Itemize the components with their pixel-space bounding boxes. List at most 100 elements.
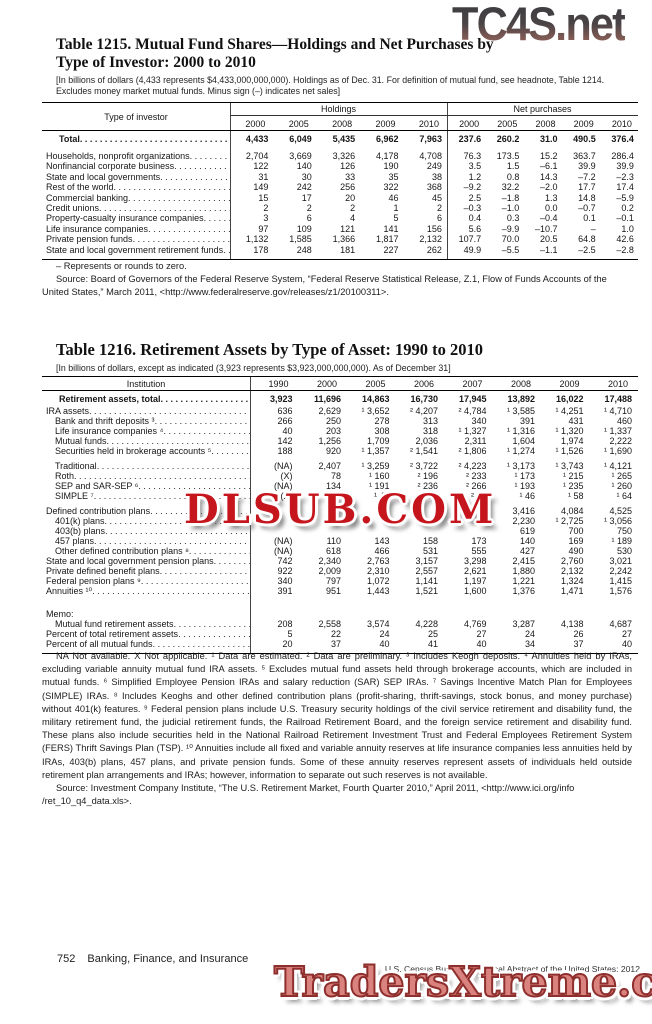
cell: 2,558 [318, 619, 341, 629]
cell: 140 [296, 161, 312, 172]
cell: 1,132 [245, 234, 269, 245]
cell: 17,945 [458, 394, 487, 404]
table-1216: Institution 1990 2000 2005 2006 2007 200… [42, 376, 638, 654]
cell: 20 [282, 639, 293, 649]
dot-leader [190, 151, 230, 161]
dot-leader [160, 172, 230, 182]
cell: 2 [436, 202, 442, 213]
cell: ¹ 215 [562, 471, 584, 481]
cell: 1,974 [560, 436, 584, 446]
cell: 38 [431, 171, 442, 182]
source-note: Source: Board of Governors of the Federa… [42, 274, 607, 298]
cell: ¹ 4,710 [603, 406, 632, 416]
cell: –9.9 [501, 223, 520, 234]
table-row: Percent of total retirement assets 5 22 24 2… [42, 629, 638, 639]
cell: –5.9 [616, 192, 634, 203]
census-credit-line: U.S. Census Bureau, Statistical Abstract… [384, 964, 640, 974]
cell: 391 [277, 586, 293, 596]
cell: 0.3 [506, 213, 520, 224]
year-header: 2007 [462, 379, 483, 389]
table-1216-headnote: [In billions of dollars, except as indic… [56, 363, 451, 373]
cell: 460 [616, 416, 632, 426]
zero-note: – Represents or rounds to zero. [56, 261, 187, 271]
cell: 2,132 [560, 566, 584, 576]
table-1215-title: Table 1215. Mutual Fund Shares—Holdings … [56, 36, 494, 72]
cell: 46 [388, 192, 399, 203]
cell: 427 [519, 546, 535, 556]
cell: (X) [280, 471, 293, 481]
cell: 39.9 [578, 161, 596, 172]
cell: 169 [568, 536, 584, 546]
cell: 1,366 [332, 234, 356, 245]
table-row: Federal pension plans ⁹ 340 797 1,072 1,141 1… [42, 576, 638, 586]
cell: 109 [296, 223, 312, 234]
table-1215-header: Type of investor Holdings Net purchases … [42, 103, 638, 131]
cell: –2.0 [539, 182, 558, 193]
cell: 742 [277, 556, 293, 566]
cell: 1.0 [621, 223, 634, 234]
cell: ¹ 3,056 [603, 516, 632, 526]
cell: 2,242 [609, 566, 632, 576]
table-row: Bank and thrift deposits ³ 266 250 278 313 34… [42, 416, 638, 426]
row-label: Property-casualty insurance companies [46, 213, 204, 224]
cell: 1,141 [415, 576, 438, 586]
table-row: Rest of the world 149 242 256 322 368 –9.2 32.2… [42, 182, 638, 192]
row-label: Roth [55, 471, 75, 481]
cell: 2 [350, 202, 356, 213]
cell: (NA) [274, 546, 293, 556]
dot-leader [214, 556, 250, 566]
table-row: Households, nonprofit organizations 2,704… [42, 151, 638, 161]
row-label: Federal pension plans ⁹ [46, 576, 141, 586]
cell: 190 [383, 161, 399, 172]
dot-leader [155, 416, 250, 426]
dot-leader [211, 446, 250, 456]
row-label: Households, nonprofit organizations [46, 151, 190, 161]
cell: 0.4 [468, 213, 482, 224]
cell: ¹ 191 [368, 481, 390, 491]
cell: 1,817 [376, 234, 399, 245]
dot-leader [74, 471, 250, 481]
cell: 3,669 [289, 151, 312, 161]
cell: 2,009 [318, 566, 341, 576]
table-row: Roth (X) 78 ¹ 160 ² 196 ² 233 ¹ 173 ¹ 215 ¹ 265 [42, 471, 638, 481]
cell: 1.2 [468, 171, 482, 182]
watermark-tradersxtreme: TradersXtreme.com [273, 957, 652, 1007]
row-label: SIMPLE ⁷ [55, 491, 94, 501]
row-label: Annuities ¹⁰ [46, 586, 93, 596]
cell: 1,600 [463, 586, 487, 596]
row-label: SEP and SAR-SEP ⁶ [55, 481, 139, 491]
table-row: State and local government pension plans… [42, 556, 638, 566]
cell: 1,221 [512, 576, 535, 586]
cell: 363.7 [573, 151, 596, 161]
table-1216-body: Retirement assets, total 3,923 11,696 14,86… [42, 391, 638, 653]
cell: 24 [379, 629, 390, 639]
year-header: 2005 [365, 379, 386, 389]
cell: 17,488 [604, 394, 632, 404]
cell: 76.3 [463, 151, 482, 161]
cell: ¹ 1,337 [603, 426, 632, 436]
table-row: SEP and SAR-SEP ⁶ (NA) 134 ¹ 191 ² 236 ² 266 ¹… [42, 481, 638, 491]
cell: 2,311 [464, 436, 487, 446]
cell: (NA) [274, 536, 293, 546]
row-label: Rest of the world [46, 182, 114, 193]
cell: 260.2 [496, 134, 520, 144]
year-header: 2008 [332, 118, 353, 129]
cell: ¹ 42 [373, 491, 390, 501]
cell: 4,687 [609, 619, 632, 629]
cell: 256 [340, 182, 356, 193]
row-label: Credit unions [46, 202, 100, 213]
cell: 140 [519, 536, 535, 546]
cell: 2,557 [415, 566, 438, 576]
cell: 242 [296, 182, 312, 193]
row-label: Memo: [46, 609, 74, 619]
cell: ² 4,784 [458, 406, 487, 416]
cell: 266 [277, 416, 293, 426]
cell: ¹ 189 [611, 536, 632, 546]
dot-leader [141, 576, 250, 586]
column-divider [447, 103, 448, 259]
cell: 5 [393, 213, 399, 224]
row-label: Percent of total retirement assets [46, 629, 179, 639]
page-number: 752 [57, 953, 76, 965]
cell: ¹ 160 [368, 471, 390, 481]
